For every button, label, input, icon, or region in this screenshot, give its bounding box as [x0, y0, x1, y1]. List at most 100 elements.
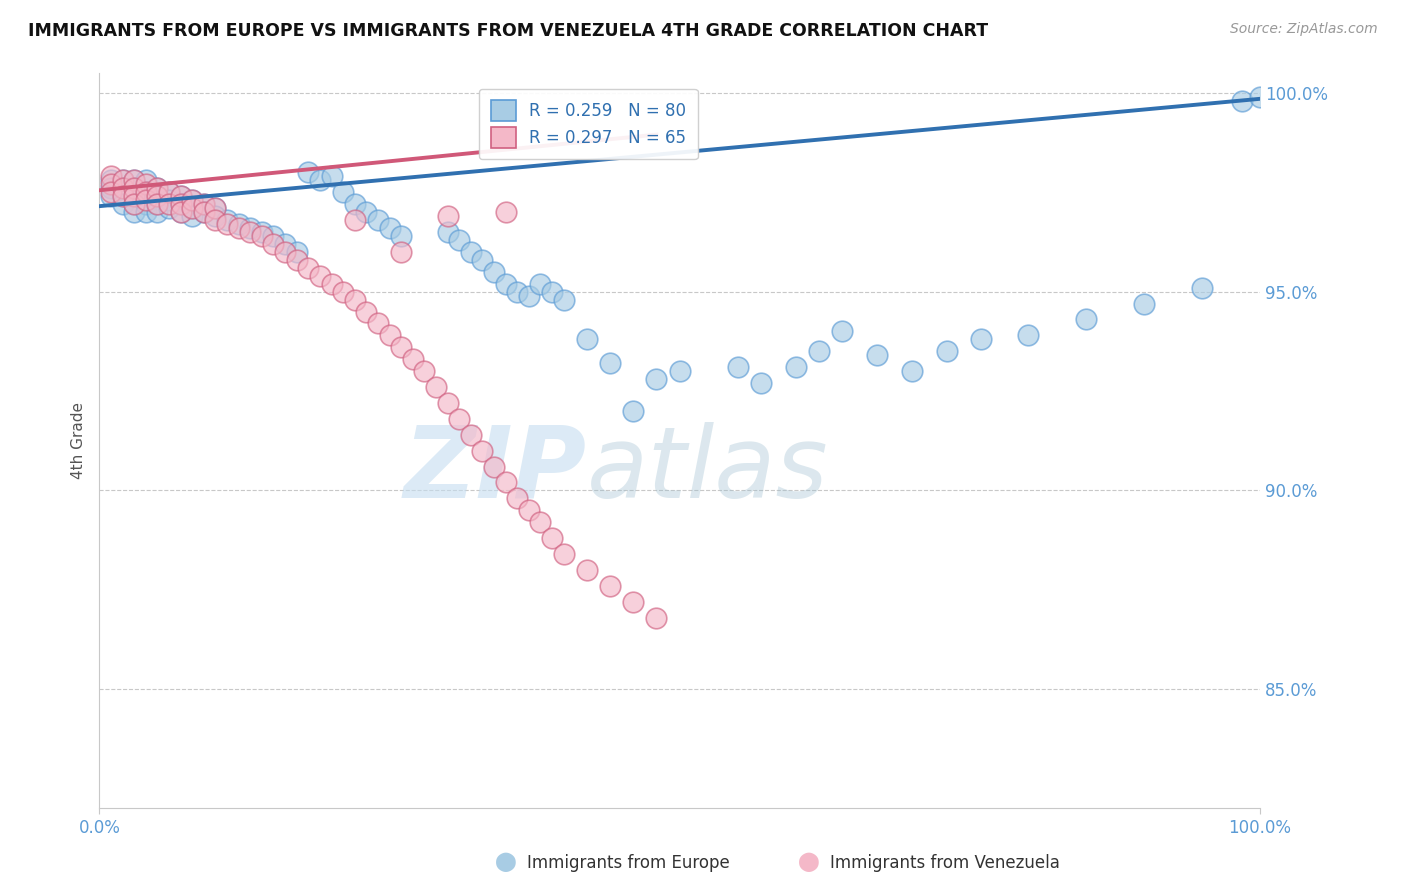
Text: ⬤: ⬤: [495, 853, 517, 872]
Point: [169, 189, 191, 203]
Point: [425, 380, 447, 394]
Point: [831, 325, 853, 339]
Point: [356, 304, 378, 318]
Point: [146, 181, 169, 195]
Point: [297, 165, 319, 179]
Point: [460, 244, 482, 259]
Point: [378, 328, 401, 343]
Point: [553, 547, 575, 561]
Point: [343, 197, 366, 211]
Point: [111, 173, 134, 187]
Point: [100, 178, 122, 192]
Point: [169, 205, 191, 219]
Point: [436, 225, 458, 239]
Point: [111, 197, 134, 211]
Point: [111, 181, 134, 195]
Point: [135, 186, 157, 200]
Point: [621, 595, 644, 609]
Point: [529, 277, 551, 291]
Point: [181, 209, 204, 223]
Point: [122, 197, 145, 211]
Point: [217, 213, 239, 227]
Point: [1232, 94, 1254, 108]
Point: [228, 221, 250, 235]
Point: [204, 201, 226, 215]
Point: [135, 205, 157, 219]
Point: [239, 225, 262, 239]
Point: [135, 173, 157, 187]
Point: [146, 181, 169, 195]
Point: [146, 205, 169, 219]
Point: [1133, 296, 1156, 310]
Point: [389, 340, 412, 354]
Point: [135, 186, 157, 200]
Point: [228, 217, 250, 231]
Point: [122, 189, 145, 203]
Point: [100, 186, 122, 200]
Point: [146, 197, 169, 211]
Point: [785, 360, 807, 375]
Point: [482, 459, 505, 474]
Point: [204, 213, 226, 227]
Point: [181, 193, 204, 207]
Point: [285, 252, 308, 267]
Point: [495, 475, 517, 490]
Point: [517, 503, 540, 517]
Point: [541, 531, 564, 545]
Point: [285, 244, 308, 259]
Point: [413, 364, 436, 378]
Point: [482, 265, 505, 279]
Point: [111, 173, 134, 187]
Point: [1191, 280, 1213, 294]
Point: [157, 197, 180, 211]
Point: [449, 412, 471, 426]
Point: [135, 178, 157, 192]
Point: [529, 515, 551, 529]
Point: [599, 356, 621, 370]
Point: [332, 285, 354, 299]
Point: [807, 344, 830, 359]
Point: [356, 205, 378, 219]
Point: [169, 205, 191, 219]
Point: [727, 360, 749, 375]
Point: [181, 193, 204, 207]
Point: [157, 201, 180, 215]
Point: [495, 277, 517, 291]
Point: [157, 186, 180, 200]
Point: [263, 236, 285, 251]
Point: [309, 173, 332, 187]
Text: Immigrants from Venezuela: Immigrants from Venezuela: [830, 855, 1059, 872]
Point: [146, 189, 169, 203]
Point: [146, 197, 169, 211]
Point: [436, 209, 458, 223]
Point: [367, 213, 389, 227]
Point: [321, 277, 343, 291]
Point: [111, 189, 134, 203]
Point: [436, 396, 458, 410]
Point: [169, 197, 191, 211]
Point: [553, 293, 575, 307]
Point: [274, 244, 297, 259]
Point: [122, 173, 145, 187]
Point: [343, 293, 366, 307]
Point: [575, 563, 598, 577]
Point: [332, 186, 354, 200]
Legend: R = 0.259   N = 80, R = 0.297   N = 65: R = 0.259 N = 80, R = 0.297 N = 65: [479, 88, 697, 160]
Text: ZIP: ZIP: [404, 422, 586, 518]
Point: [668, 364, 690, 378]
Text: atlas: atlas: [586, 422, 828, 518]
Point: [193, 205, 215, 219]
Point: [1249, 90, 1271, 104]
Point: [402, 352, 425, 367]
Point: [367, 317, 389, 331]
Point: [217, 217, 239, 231]
Point: [900, 364, 922, 378]
Point: [389, 244, 412, 259]
Point: [111, 189, 134, 203]
Point: [122, 197, 145, 211]
Point: [517, 288, 540, 302]
Text: ⬤: ⬤: [797, 853, 820, 872]
Point: [169, 189, 191, 203]
Point: [541, 285, 564, 299]
Point: [100, 189, 122, 203]
